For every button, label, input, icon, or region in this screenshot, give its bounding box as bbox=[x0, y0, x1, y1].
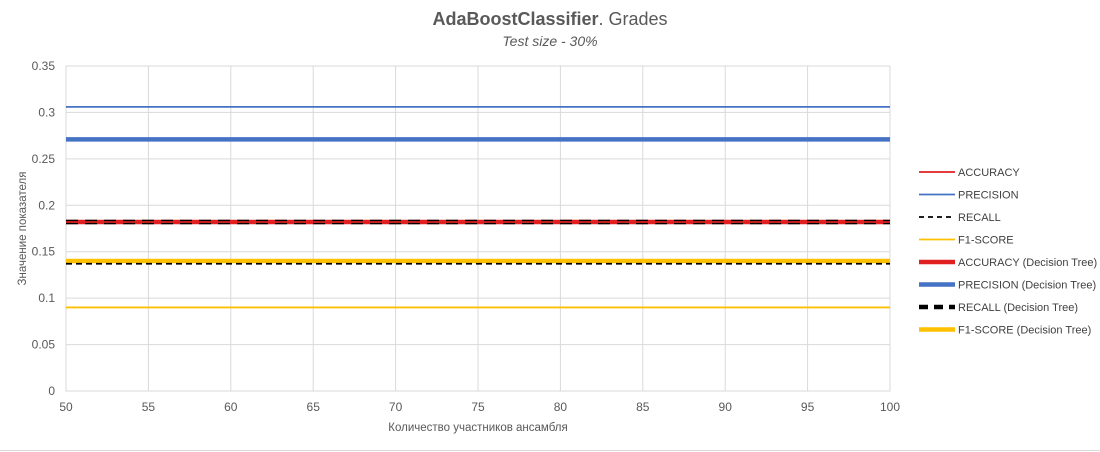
x-tick-label: 100 bbox=[880, 400, 900, 414]
chart-title: AdaBoostClassifier. Grades bbox=[0, 9, 1100, 30]
y-axis-title: Значение показателя bbox=[17, 172, 29, 286]
chart-title-rest: . Grades bbox=[598, 9, 668, 29]
gridlines bbox=[65, 65, 891, 392]
legend-label: RECALL (Decision Tree) bbox=[958, 302, 1078, 314]
legend-label: PRECISION bbox=[958, 190, 1019, 202]
legend-label: F1-SCORE bbox=[958, 235, 1014, 247]
y-tick-label: 0.15 bbox=[32, 245, 56, 259]
legend-label: ACCURACY (Decision Tree) bbox=[958, 257, 1097, 269]
legend: ACCURACY PRECISION RECALL F1-SCORE ACCURACY … bbox=[919, 167, 1097, 337]
bottom-divider bbox=[0, 450, 1100, 451]
x-tick-label: 85 bbox=[636, 400, 650, 414]
x-tick-label: 60 bbox=[224, 400, 238, 414]
x-tick-label: 75 bbox=[471, 400, 485, 414]
x-tick-label: 50 bbox=[59, 400, 73, 414]
y-tick-label: 0.3 bbox=[38, 105, 55, 119]
x-axis-title: Количество участников ансамбля bbox=[388, 422, 567, 434]
y-tick-label: 0.05 bbox=[32, 338, 56, 352]
chart-subtitle: Test size - 30% bbox=[502, 33, 598, 49]
series-lines bbox=[66, 105, 890, 309]
legend-label: RECALL bbox=[958, 212, 1001, 224]
x-tick-label: 70 bbox=[389, 400, 403, 414]
y-tick-label: 0.1 bbox=[38, 291, 55, 305]
legend-label: F1-SCORE (Decision Tree) bbox=[958, 325, 1091, 337]
x-tick-label: 95 bbox=[801, 400, 815, 414]
x-tick-label: 90 bbox=[719, 400, 733, 414]
x-tick-label: 65 bbox=[307, 400, 321, 414]
legend-label: ACCURACY bbox=[958, 167, 1020, 179]
y-tick-label: 0.2 bbox=[38, 198, 55, 212]
tick-labels: 0 0.05 0.1 0.15 0.2 0.25 0.3 0.35 50 55 60 65 70 75 80… bbox=[32, 59, 901, 414]
x-tick-label: 80 bbox=[554, 400, 568, 414]
y-tick-label: 0.35 bbox=[32, 59, 56, 73]
chart-title-bold: AdaBoostClassifier bbox=[432, 9, 599, 29]
legend-label: PRECISION (Decision Tree) bbox=[958, 280, 1096, 292]
y-tick-label: 0.25 bbox=[32, 152, 56, 166]
y-tick-label: 0 bbox=[48, 384, 55, 398]
x-tick-label: 55 bbox=[142, 400, 156, 414]
